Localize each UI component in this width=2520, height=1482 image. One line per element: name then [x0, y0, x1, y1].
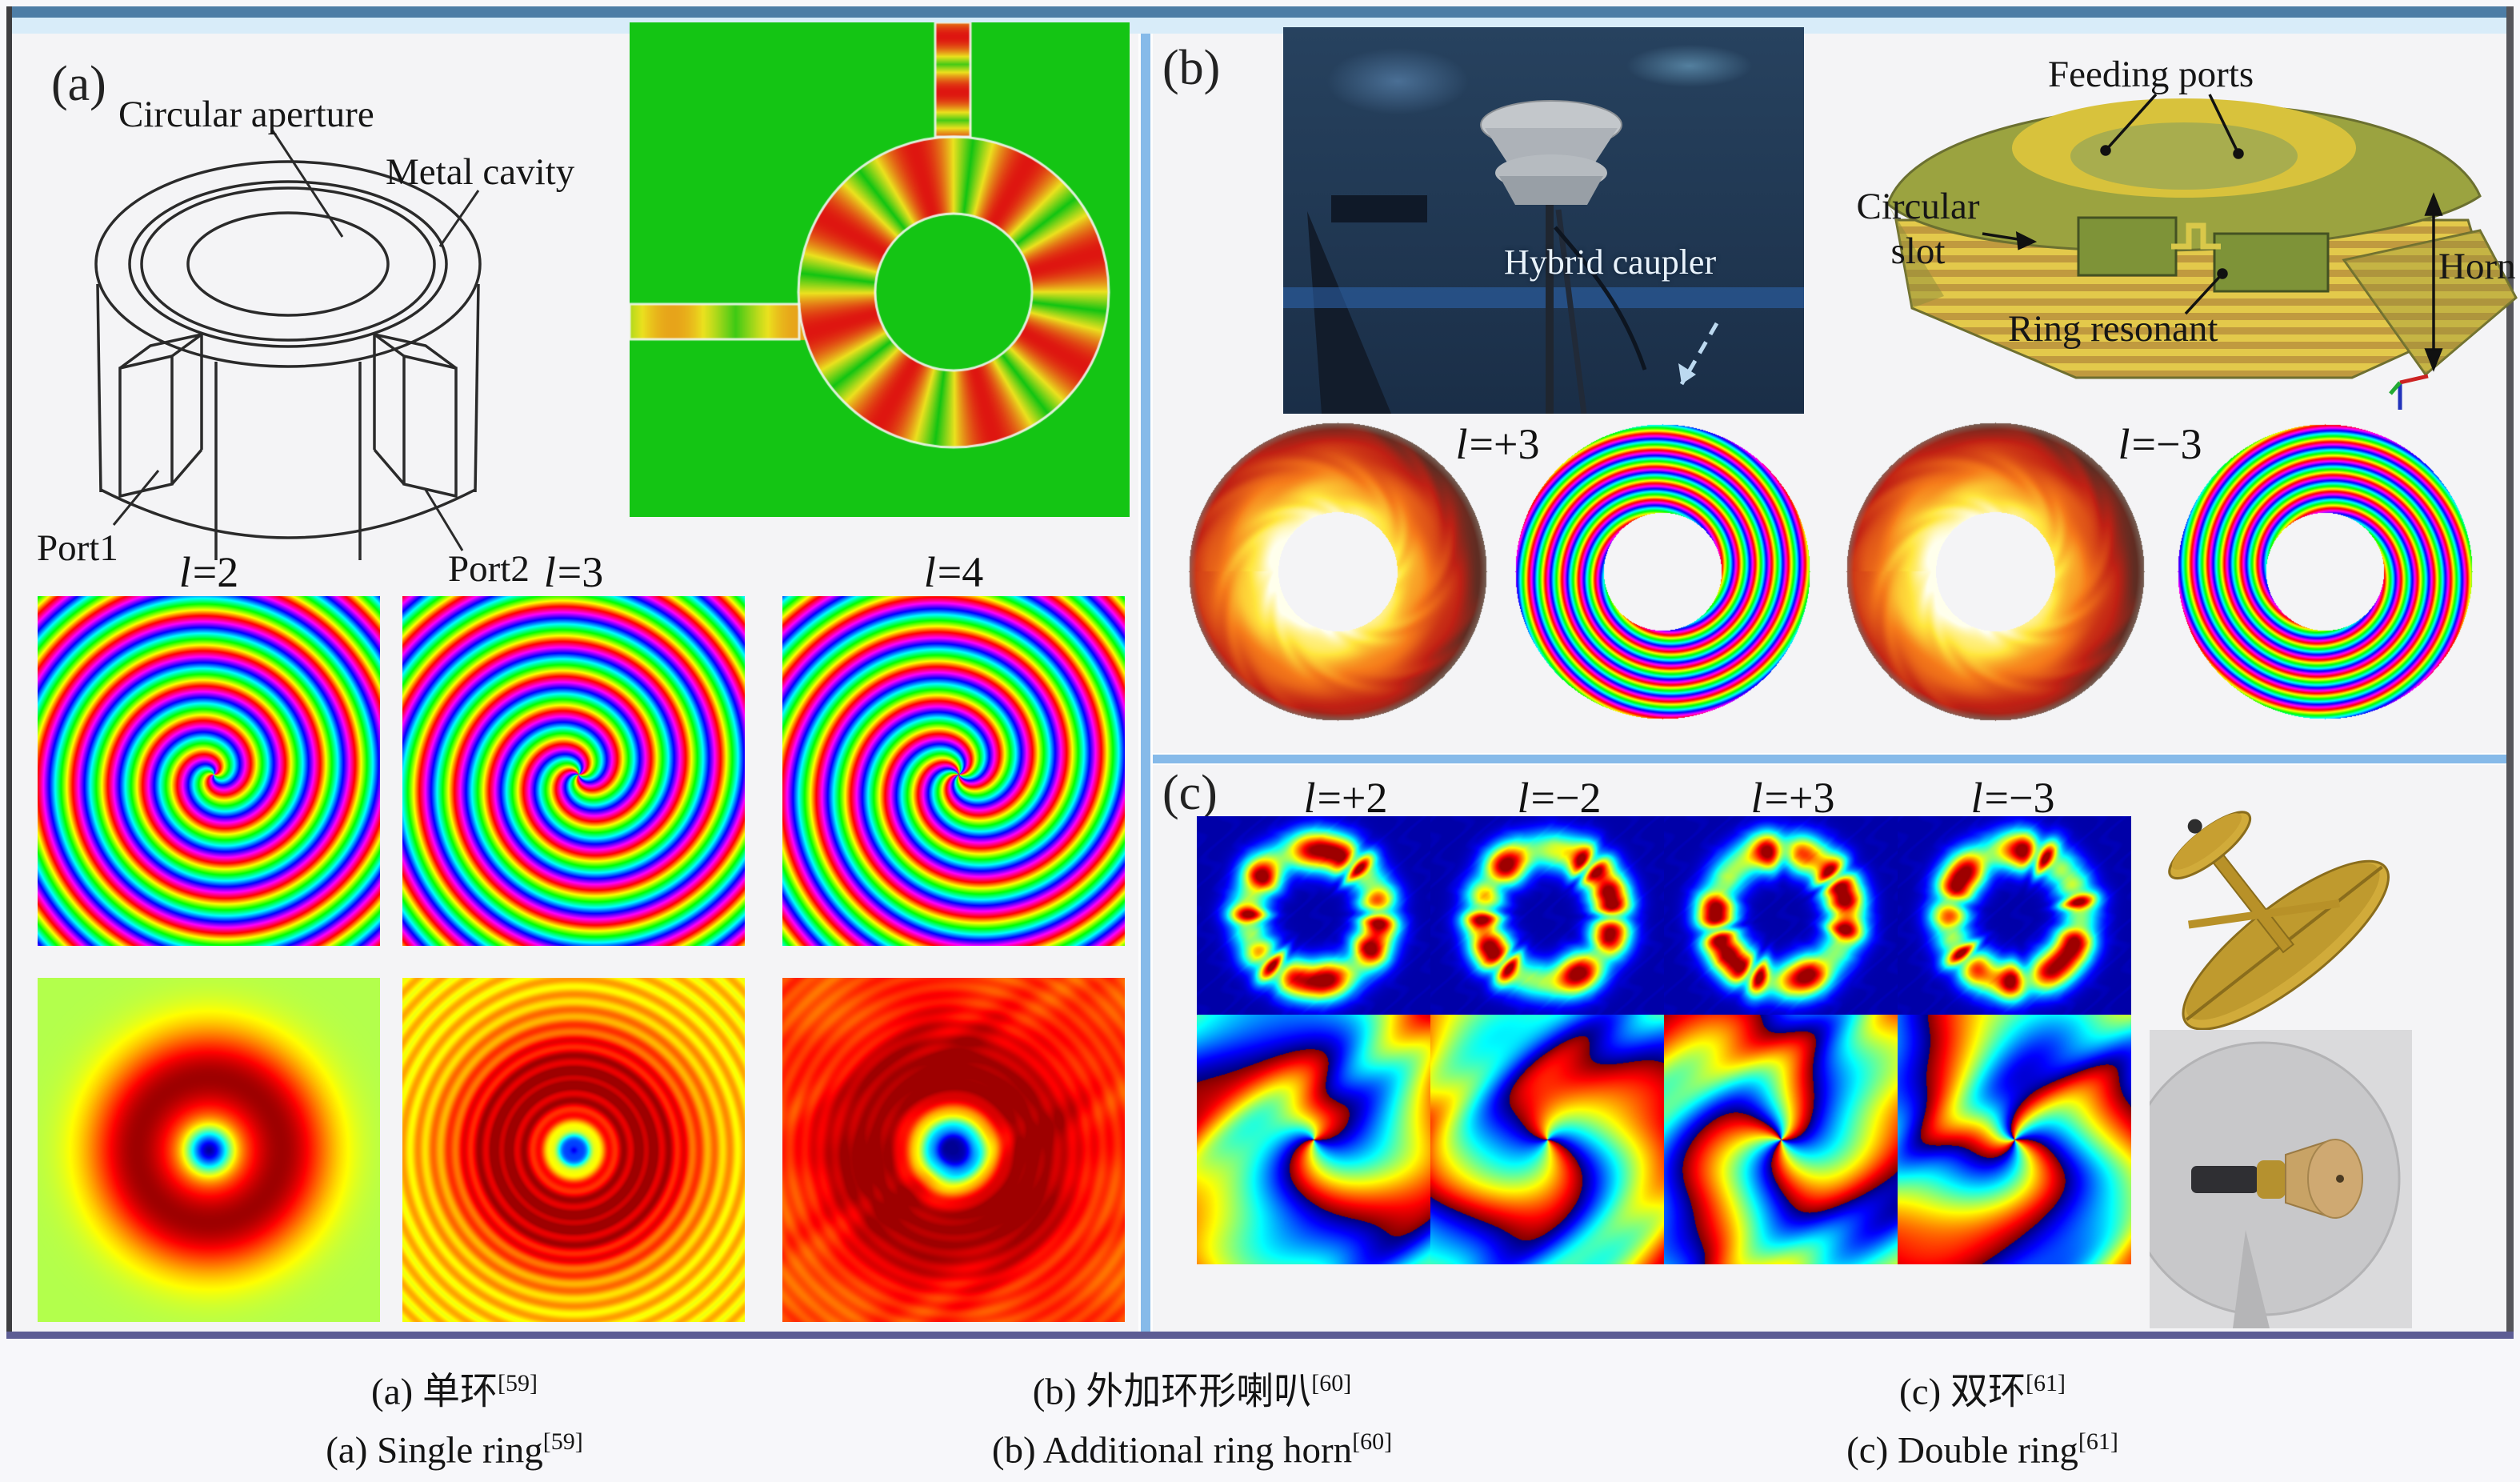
label-hybrid-coupler: Hybrid caupler	[1504, 242, 1717, 282]
measured-intensity-l+2	[1197, 816, 1430, 1015]
intensity-map-l3	[402, 978, 745, 1322]
phase-donut-l+3	[1510, 419, 1814, 723]
label-metal-cavity: Metal cavity	[386, 151, 575, 193]
frame-top-bar	[6, 6, 2514, 18]
cavity-antenna-line-drawing	[94, 129, 482, 560]
mode-label-l3: l=3	[543, 548, 604, 596]
panel-a-tag: (a)	[51, 57, 106, 111]
mode-label-c-l+3: l=+3	[1750, 774, 1835, 822]
phase-map-l3	[402, 596, 745, 946]
label-ring-resonant: Ring resonant	[2008, 308, 2218, 350]
label-port2: Port2	[448, 548, 530, 590]
photo-overlay-drawing	[1283, 100, 1804, 414]
frame-right-bar	[2506, 6, 2514, 1339]
frame-bottom-bar	[6, 1332, 2514, 1339]
axes-icon	[2389, 374, 2429, 410]
phase-donut-l-3	[2173, 419, 2477, 723]
measured-phase-l-2	[1430, 1015, 1664, 1264]
caption-c: (c) 双环[61] (c) Double ring[61]	[1846, 1359, 2118, 1475]
panel-c-tag: (c)	[1162, 766, 1218, 820]
intensity-donut-l-3	[1843, 419, 2147, 723]
phase-map-l2	[38, 596, 380, 946]
parabolic-dish-photo	[2150, 1030, 2412, 1328]
intensity-donut-l+3	[1186, 419, 1490, 723]
frame-left-bar	[6, 6, 12, 1339]
mode-label-b-l+3: l=+3	[1455, 420, 1540, 468]
label-circular-slot: Circular slot	[1856, 186, 1980, 272]
mode-label-b-l-3: l=−3	[2118, 420, 2202, 468]
mode-label-c-l-2: l=−2	[1517, 774, 1602, 822]
measured-intensity-l-2	[1430, 816, 1664, 1015]
ring-horn-antenna-model	[1886, 93, 2518, 410]
caption-c-en: (c) Double ring[61]	[1846, 1428, 2118, 1472]
mode-label-c-l-3: l=−3	[1970, 774, 2055, 822]
mode-label-l2: l=2	[178, 548, 239, 596]
caption-b: (b) 外加环形喇叭[60] (b) Additional ring horn[…	[992, 1359, 1392, 1475]
label-circular-aperture: Circular aperture	[118, 94, 374, 135]
measured-phase-l-3	[1898, 1015, 2131, 1264]
label-feeding-ports: Feeding ports	[2048, 54, 2254, 95]
double-ring-antenna-model	[2168, 811, 2390, 1031]
mode-label-c-l+2: l=+2	[1303, 774, 1388, 822]
measured-phase-l+3	[1664, 1015, 1898, 1264]
measured-intensity-l+3	[1664, 816, 1898, 1015]
caption-a-cn: (a) 单环[59]	[371, 1370, 538, 1413]
mode-label-l4: l=4	[923, 548, 984, 596]
caption-a-en: (a) Single ring[59]	[326, 1428, 583, 1472]
panel-divider-horizontal	[1153, 753, 2506, 765]
phase-map-l4	[782, 596, 1125, 946]
label-port1: Port1	[37, 527, 118, 569]
frame-top-strip	[6, 18, 2514, 34]
caption-c-cn: (c) 双环[61]	[1899, 1370, 2066, 1413]
ring-resonator-field-simulation	[630, 22, 1130, 517]
measured-intensity-l-3	[1898, 816, 2131, 1015]
caption-b-cn: (b) 外加环形喇叭[60]	[1032, 1370, 1352, 1413]
caption-b-en: (b) Additional ring horn[60]	[991, 1428, 1393, 1472]
intensity-map-l2	[38, 978, 380, 1322]
label-horn: Horn	[2438, 246, 2516, 287]
panel-b-tag: (b)	[1162, 41, 1221, 95]
intensity-map-l4	[782, 978, 1125, 1322]
panel-divider-vertical	[1138, 34, 1153, 1332]
measured-phase-l+2	[1197, 1015, 1430, 1264]
anechoic-chamber-photo: Hybrid caupler	[1283, 27, 1804, 414]
caption-a: (a) 单环[59] (a) Single ring[59]	[326, 1359, 582, 1475]
hybrid-coupler-arrow	[1679, 322, 1719, 386]
